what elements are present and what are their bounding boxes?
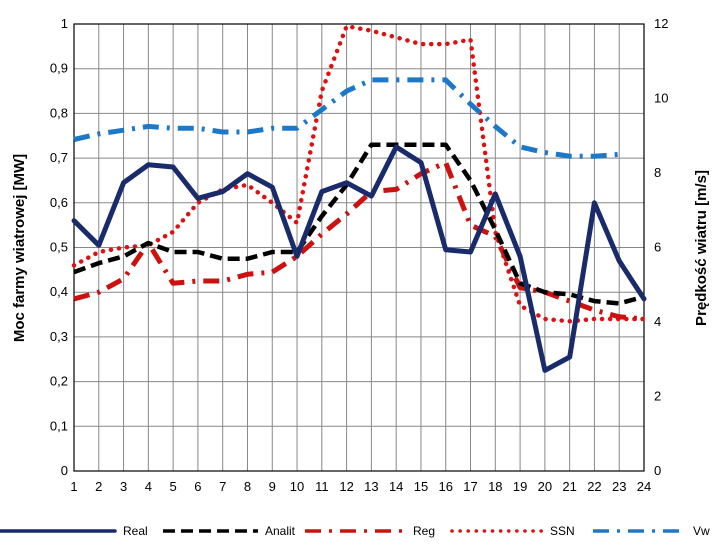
y-right-tick-label: 0 [654, 463, 661, 478]
legend-label-analit: Analit [265, 524, 296, 538]
y-tick-label: 0,6 [50, 195, 68, 210]
y-tick-label: 0 [61, 463, 68, 478]
y-right-tick-label: 4 [654, 314, 661, 329]
y-tick-label: 0,4 [50, 284, 68, 299]
y-tick-label: 0,3 [50, 329, 68, 344]
x-tick-label: 5 [170, 479, 177, 494]
legend-label-real: Real [123, 524, 148, 538]
x-tick-label: 19 [513, 479, 527, 494]
x-tick-label: 2 [95, 479, 102, 494]
x-tick-label: 7 [219, 479, 226, 494]
y-tick-label: 0,5 [50, 240, 68, 255]
x-tick-label: 21 [562, 479, 576, 494]
series-line-ssn [71, 23, 647, 324]
y-right-tick-label: 10 [654, 91, 668, 106]
series-line-reg [73, 160, 645, 322]
x-tick-label: 4 [145, 479, 152, 494]
y-tick-label: 0,8 [50, 105, 68, 120]
x-tick-label: 12 [339, 479, 353, 494]
x-tick-label: 6 [194, 479, 201, 494]
y-right-tick-label: 8 [654, 165, 661, 180]
y-axis-ticks: 0 0,1 0,2 0,3 0,4 0,5 0,6 0,7 0,8 0,9 1 [50, 16, 68, 478]
y-tick-label: 1 [61, 16, 68, 31]
series-line-analit [73, 142, 645, 306]
x-axis-ticks: 1 2 3 4 5 6 7 8 9 10 11 12 13 14 15 16 17 18 19 20 21 22 23 24 [70, 479, 651, 494]
series-line-vw [73, 77, 620, 159]
y-tick-label: 0,2 [50, 374, 68, 389]
y-right-tick-label: 6 [654, 240, 661, 255]
y-axis-right-title: Prędkość wiatru [m/s] [693, 170, 710, 326]
legend-label-ssn: SSN [550, 524, 575, 538]
x-tick-label: 13 [364, 479, 378, 494]
series-line-real [71, 144, 647, 373]
x-tick-label: 16 [439, 479, 453, 494]
x-tick-label: 15 [414, 479, 428, 494]
y-axis-right-ticks: 0 2 4 6 8 10 12 [654, 16, 668, 478]
x-tick-label: 23 [612, 479, 626, 494]
y-tick-label: 0,7 [50, 150, 68, 165]
x-tick-label: 10 [290, 479, 304, 494]
x-tick-label: 8 [244, 479, 251, 494]
legend: Real Analit Reg SSN Vw [0, 524, 710, 538]
x-tick-label: 24 [637, 479, 651, 494]
x-tick-label: 18 [488, 479, 502, 494]
series-layer [71, 23, 647, 373]
x-tick-label: 11 [315, 479, 329, 494]
y-axis-title: Moc farmy wiatrowej [MW] [11, 154, 28, 342]
x-tick-label: 1 [70, 479, 77, 494]
x-tick-label: 20 [538, 479, 552, 494]
x-tick-label: 9 [269, 479, 276, 494]
x-tick-label: 17 [463, 479, 477, 494]
legend-label-vw: Vw [693, 524, 710, 538]
x-tick-label: 3 [120, 479, 127, 494]
x-tick-label: 14 [389, 479, 403, 494]
y-tick-label: 0,9 [50, 61, 68, 76]
y-tick-label: 0,1 [50, 418, 68, 433]
legend-label-reg: Reg [413, 524, 435, 538]
y-right-tick-label: 2 [654, 389, 661, 404]
plot-area-border [73, 23, 645, 472]
plot-frame [73, 23, 645, 472]
x-tick-label: 22 [587, 479, 601, 494]
y-right-tick-label: 12 [654, 16, 668, 31]
